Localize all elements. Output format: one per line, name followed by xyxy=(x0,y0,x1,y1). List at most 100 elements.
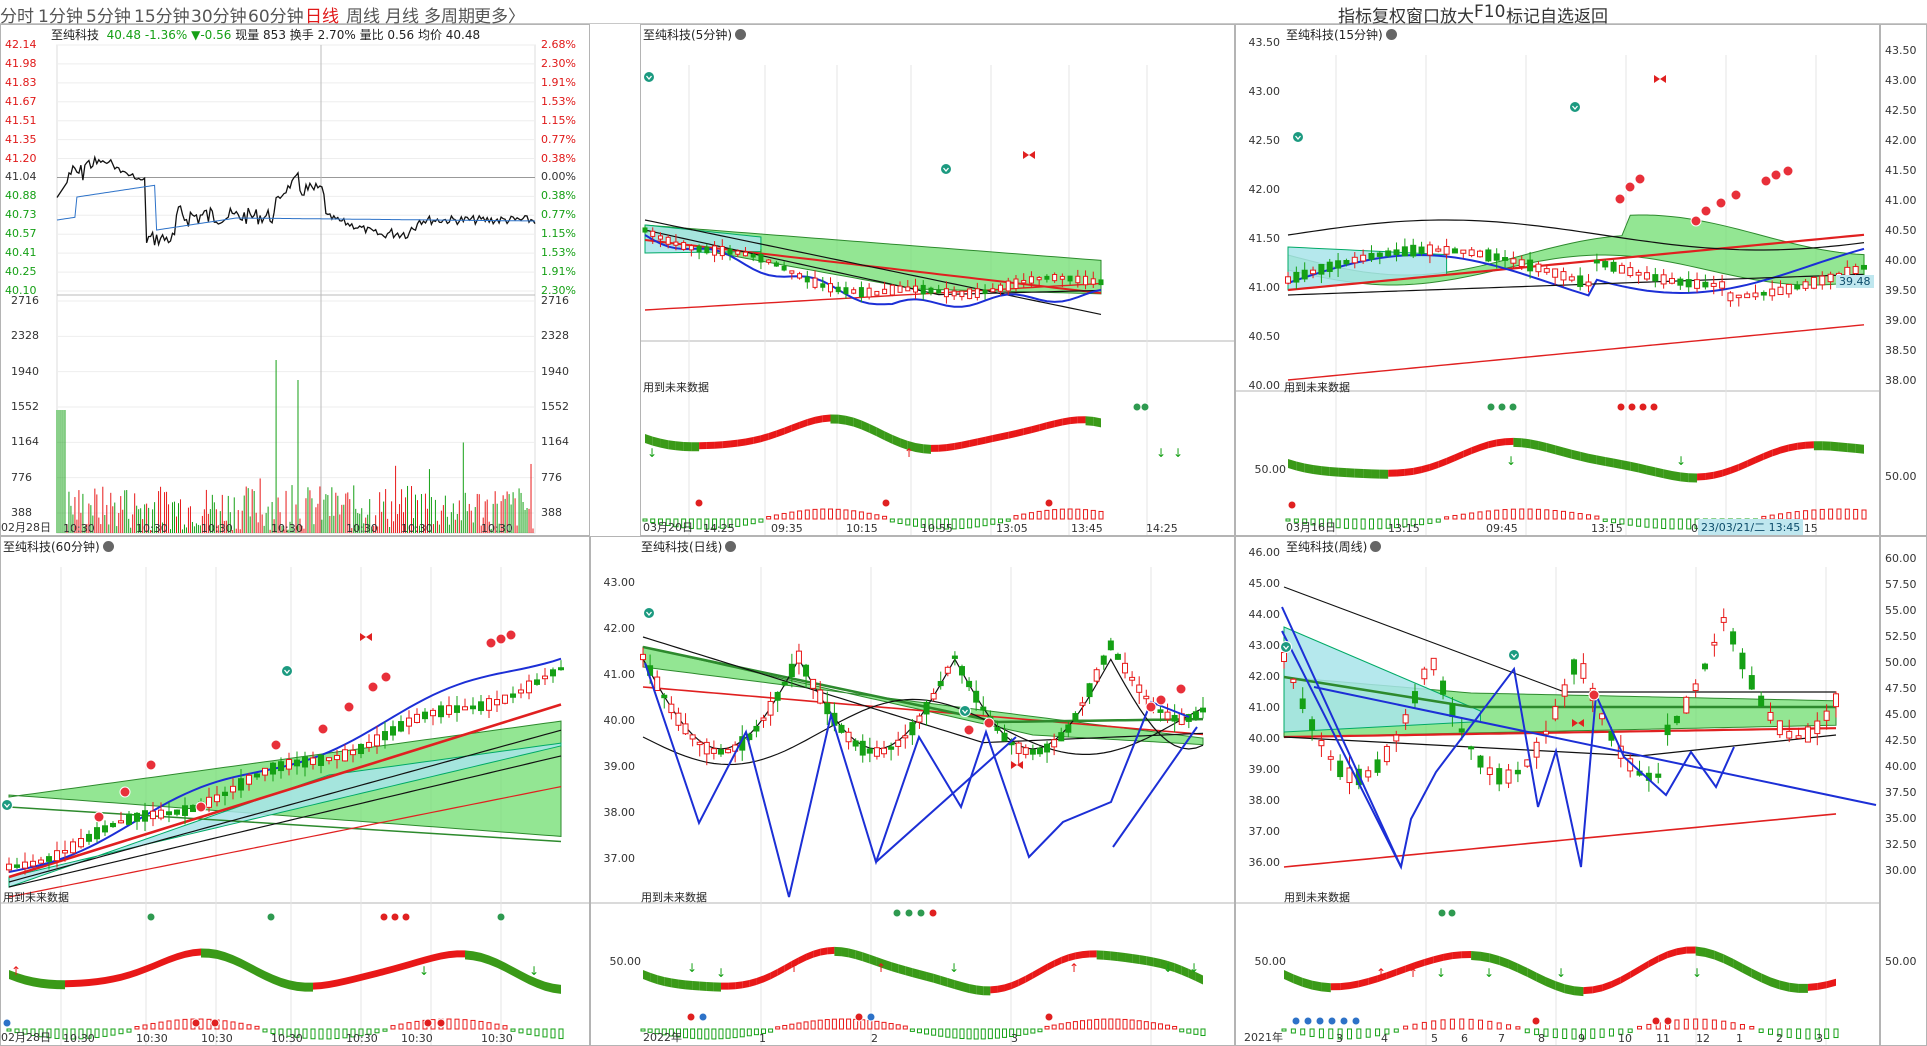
settings-gear-icon[interactable] xyxy=(102,541,114,552)
indicator-ribbon xyxy=(1499,956,1509,969)
settings-gear-icon[interactable] xyxy=(1370,541,1382,552)
indicator-ribbon xyxy=(249,962,257,977)
candle-body xyxy=(1410,244,1417,257)
indicator-ribbon xyxy=(1646,465,1656,477)
candle-body xyxy=(1200,707,1206,713)
tool-back[interactable]: 返回 xyxy=(1574,7,1608,27)
indicator-ribbon xyxy=(898,964,906,976)
period-tab-1min[interactable]: 1分钟 xyxy=(38,7,83,27)
indicator-ribbon xyxy=(722,440,731,449)
candle-body xyxy=(1702,663,1709,670)
indicator-ribbon xyxy=(97,977,105,986)
time-label: 10:30 xyxy=(271,522,303,535)
settings-gear-icon[interactable] xyxy=(735,29,746,40)
histogram-bar xyxy=(110,1028,116,1036)
indicator-ribbon xyxy=(905,966,913,978)
period-tab-daily[interactable]: 日线 xyxy=(305,7,339,27)
candle-body xyxy=(1401,246,1408,257)
chevron-down-icon xyxy=(646,75,652,81)
indicator-ribbon xyxy=(1505,437,1514,446)
histogram-bar xyxy=(1686,518,1692,530)
indicator-ribbon xyxy=(129,968,137,979)
histogram-bar xyxy=(1644,518,1650,528)
indicator-ribbon xyxy=(473,951,481,962)
indicator-ribbon xyxy=(1446,454,1455,465)
kline-panel-60min[interactable]: 至纯科技(60分钟) ↑ ↓ ↓ 用到未来数据 02月28日 10:30 10:30 10… xyxy=(0,536,590,1046)
period-tab-weekly[interactable]: 周线 xyxy=(346,7,380,27)
indicator-ribbon xyxy=(1023,426,1032,436)
histogram-bar xyxy=(789,511,795,520)
histogram-bar xyxy=(1021,513,1027,520)
candle-body xyxy=(973,690,980,703)
candle-body xyxy=(873,747,880,757)
candle-body xyxy=(1451,248,1458,254)
tool-zoom[interactable]: 放大 xyxy=(1440,7,1474,27)
tool-f10[interactable]: F10 xyxy=(1474,2,1506,22)
candle-body xyxy=(542,675,548,680)
trend-line xyxy=(875,736,1017,863)
tool-watchlist[interactable]: 自选 xyxy=(1540,7,1574,27)
candle-body xyxy=(1301,269,1308,280)
indicator-ribbon xyxy=(969,983,977,995)
candle-body xyxy=(54,850,60,862)
indicator-ribbon xyxy=(848,948,856,960)
candle-body xyxy=(1477,755,1484,768)
indicator-ribbon xyxy=(869,423,877,437)
candle-body xyxy=(1735,294,1742,299)
kline-panel-weekly[interactable]: 至纯科技(周线) ↑ ↑ ↓ ↓ ↓ ↓ 用到未来数据 2021年 3 4 5 6 7 8 9 10 11 1… xyxy=(1235,536,1880,1046)
period-tab-30min[interactable]: 30分钟 xyxy=(191,7,247,27)
candle-body xyxy=(518,689,524,694)
period-tab-60min[interactable]: 60分钟 xyxy=(248,7,304,27)
indicator-ribbon xyxy=(737,438,746,447)
tool-indicator[interactable]: 指标 xyxy=(1338,7,1372,27)
kline-panel-15min[interactable]: 至纯科技(15分钟) ↓ ↓ 用到未来数据 03月16日 13:15 09:45 13:… xyxy=(1235,24,1880,536)
candle-body xyxy=(1365,770,1372,778)
indicator-ribbon xyxy=(401,961,409,971)
kline-panel-daily[interactable]: 至纯科技(日线) ↓ ↓ ↑ ↑ ↓ ↑ ↓ ↓ 用到未来数据 2022年 1 2 3 43.00 4… xyxy=(590,536,1235,1046)
timeshare-panel[interactable]: 至纯科技 40.48 -1.36% ▼-0.56 现量 853 换手 2.70%… xyxy=(0,24,590,536)
kline-panel-5min[interactable]: 至纯科技(5分钟) ↓ ↑ ↓ ↓ 用到未来数据 03月20日 14:25 09:35 10… xyxy=(640,24,1235,536)
indicator-ribbon xyxy=(1676,946,1687,956)
tool-adjust[interactable]: 复权 xyxy=(1372,7,1406,27)
indicator-ribbon xyxy=(1826,978,1836,989)
histogram-bar xyxy=(1384,1028,1390,1035)
indicator-ribbon xyxy=(1761,973,1771,987)
histogram-bar xyxy=(697,1028,703,1040)
indicator-ribbon xyxy=(1321,982,1331,993)
percent-tick: 1.91% xyxy=(541,265,576,279)
histogram-bar xyxy=(406,1022,412,1030)
settings-gear-icon[interactable] xyxy=(1385,29,1397,40)
candle-body xyxy=(398,721,404,732)
histogram-bar xyxy=(510,1028,516,1032)
period-tab-5min[interactable]: 5分钟 xyxy=(86,7,131,27)
candle-body xyxy=(1477,250,1483,258)
candle-body xyxy=(673,241,679,246)
panel-title-weekly: 至纯科技(周线) xyxy=(1286,538,1382,555)
period-tab-monthly[interactable]: 月线 xyxy=(385,7,419,27)
indicator-signal-icon xyxy=(2,1018,12,1028)
red-signal-icon xyxy=(195,801,207,813)
candle-body xyxy=(727,248,733,255)
butterfly-icon xyxy=(1011,761,1023,769)
settings-gear-icon[interactable] xyxy=(725,541,737,552)
percent-tick: 1.91% xyxy=(541,75,576,89)
indicator-ribbon xyxy=(1008,429,1016,439)
indicator-ribbon xyxy=(25,975,33,987)
green-signal-icon xyxy=(959,705,971,717)
histogram-bar xyxy=(803,1021,809,1030)
tool-window[interactable]: 窗口 xyxy=(1406,7,1440,27)
tool-mark[interactable]: 标记 xyxy=(1506,7,1540,27)
candle-body xyxy=(1029,749,1036,755)
histogram-bar xyxy=(182,1018,188,1030)
period-tab-fenshi[interactable]: 分时 xyxy=(0,7,34,27)
indicator-ribbon xyxy=(1025,971,1033,983)
time-label: 10:30 xyxy=(136,522,168,535)
period-tab-15min[interactable]: 15分钟 xyxy=(134,7,190,27)
time-label: 2 xyxy=(1776,1032,1783,1045)
indicator-ribbon xyxy=(1039,422,1047,432)
period-tab-multi[interactable]: 多周期 xyxy=(424,7,475,27)
histogram-bar xyxy=(1101,1018,1107,1030)
period-tab-more[interactable]: 更多〉 xyxy=(474,7,525,27)
histogram-bar xyxy=(838,1018,844,1030)
indicator-ribbon xyxy=(377,967,385,977)
